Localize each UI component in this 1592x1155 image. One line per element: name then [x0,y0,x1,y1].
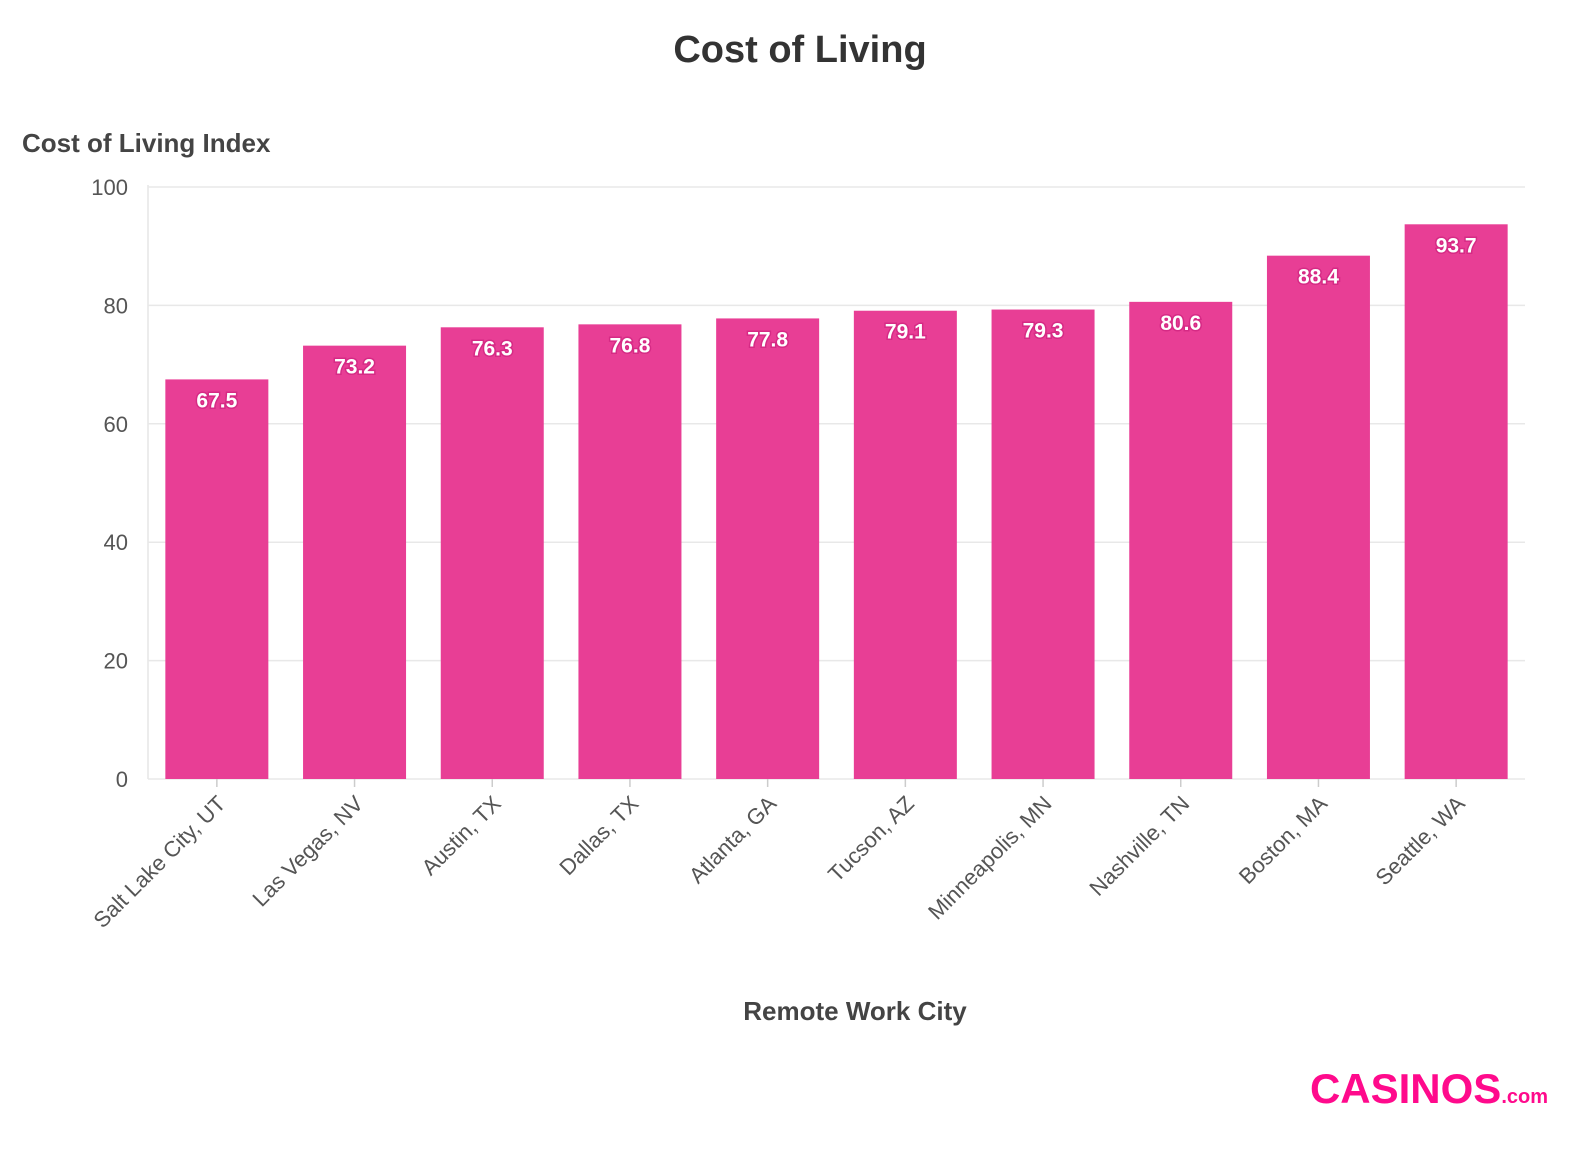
y-axis-label: Cost of Living Index [22,128,271,158]
data-label: 67.5 [196,389,237,412]
x-tick-label: Boston, MA [1234,791,1332,889]
y-tick-label: 0 [116,767,128,792]
x-axis-label: Remote Work City [743,996,967,1026]
y-tick-label: 60 [104,412,128,437]
x-tick-label: Atlanta, GA [684,791,781,888]
bar [716,318,820,779]
bar [991,309,1095,779]
bar [1266,255,1370,779]
x-tick-label: Dallas, TX [554,791,643,880]
data-label: 80.6 [1160,312,1201,335]
y-tick-label: 100 [91,175,128,200]
bar [440,327,544,779]
bar [1129,301,1233,779]
data-label: 73.2 [334,356,375,379]
data-label: 93.7 [1436,234,1477,257]
x-tick-label: Nashville, TN [1084,791,1194,901]
y-tick-label: 80 [104,293,128,318]
x-tick-label: Tucson, AZ [823,791,919,887]
casinos-logo: CASINOS.com [1310,1065,1548,1112]
bar [1404,224,1508,779]
bar [853,310,957,779]
x-tick-label: Las Vegas, NV [247,791,368,912]
bar [165,379,269,779]
bar [578,324,682,779]
x-tick-label: Minneapolis, MN [923,791,1057,925]
data-label: 79.3 [1023,320,1064,343]
chart-title: Cost of Living [673,29,926,71]
y-tick-label: 20 [104,649,128,674]
bar [303,345,407,779]
x-tick-label: Seattle, WA [1370,791,1469,890]
x-tick-label: Salt Lake City, UT [89,791,231,933]
y-tick-label: 40 [104,530,128,555]
data-label: 79.1 [885,321,926,344]
x-tick-label: Austin, TX [417,791,506,880]
data-label: 88.4 [1298,266,1339,289]
data-label: 76.3 [472,337,513,360]
data-label: 76.8 [610,334,651,357]
data-label: 77.8 [747,328,788,351]
